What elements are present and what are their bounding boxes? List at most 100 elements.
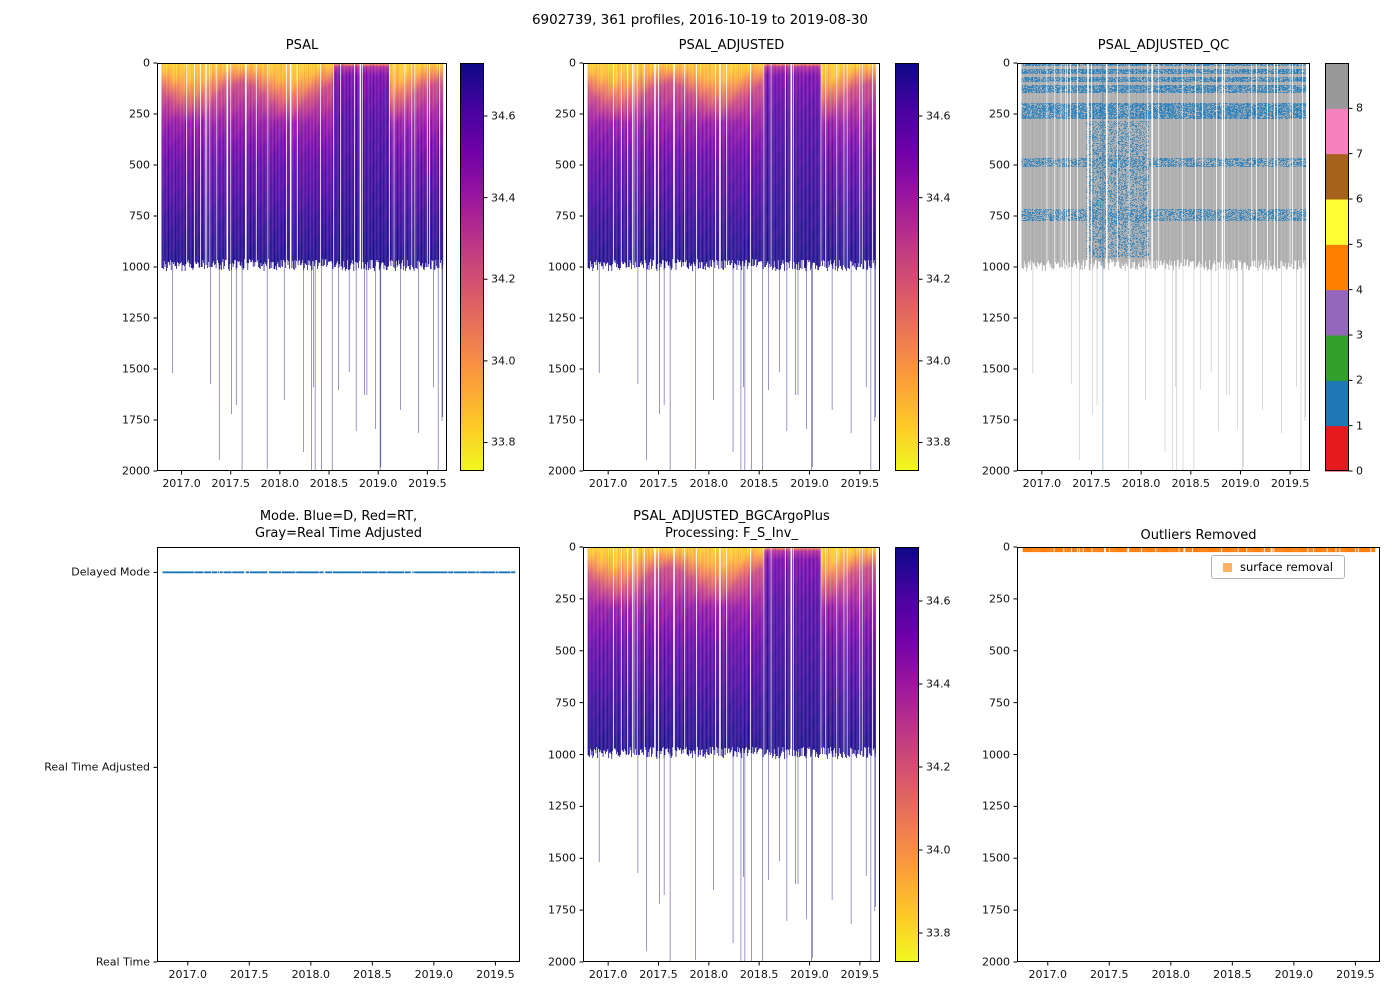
y-tick-label: 0 [1003,56,1010,70]
y-tick-label: 2000 [982,955,1010,969]
y-tick-label: 1750 [548,903,576,917]
panel-psal-adjusted-qc [1017,63,1310,471]
y-tick-label: 1500 [548,851,576,865]
panel-mode [157,547,520,962]
y-tick-label: 1250 [548,799,576,813]
y-tick-label: 1000 [982,260,1010,274]
x-tick-label: 2019.5 [1270,477,1310,490]
y-tick-label: 500 [989,158,1010,172]
colorbar-tick-label: 33.8 [926,435,951,449]
mode-category-label: Delayed Mode [71,565,150,579]
y-tick-label: 1250 [982,311,1010,325]
x-tick-label: 2017.5 [230,968,269,981]
panel-psal-adjusted-colorbar [895,63,919,471]
y-tick-label: 2000 [982,464,1010,478]
mode-category-label: Real Time [95,955,150,969]
x-tick-label: 2019.0 [1274,968,1314,981]
y-tick-label: 250 [989,592,1010,606]
x-tick-label: 2019.0 [790,477,829,490]
colorbar-tick-label: 33.8 [926,926,951,940]
x-tick-label: 2018.5 [353,968,392,981]
colorbar-tick-label: 7 [1356,147,1363,161]
y-tick-label: 1250 [122,311,150,325]
y-tick-label: 1500 [548,362,576,376]
y-tick-label: 1500 [122,362,150,376]
x-tick-label: 2019.5 [408,477,447,490]
colorbar-tick-label: 34.2 [491,272,516,286]
colorbar-tick-label: 6 [1356,192,1363,206]
x-tick-label: 2017.0 [162,477,201,490]
x-tick-label: 2018.0 [1121,477,1161,490]
panel-psal-adjusted-qc-colorbar [1325,63,1349,471]
y-tick-label: 1500 [982,851,1010,865]
panel-title-bgcargoplus: PSAL_ADJUSTED_BGCArgoPlus Processing: F_… [633,509,830,541]
x-tick-label: 2017.5 [1072,477,1111,490]
colorbar-tick-label: 34.6 [491,109,516,123]
legend-marker-square-icon [1223,562,1232,572]
legend-surface-removal: surface removal [1211,555,1345,579]
y-tick-label: 250 [555,107,576,121]
y-tick-label: 0 [569,540,576,554]
y-tick-label: 1750 [122,413,150,427]
x-tick-label: 2018.5 [1213,968,1252,981]
y-tick-label: 750 [989,209,1010,223]
y-tick-label: 250 [129,107,150,121]
x-tick-label: 2018.0 [291,968,331,981]
y-tick-label: 0 [1003,540,1010,554]
x-tick-label: 2017.5 [639,477,678,490]
x-tick-label: 2018.5 [739,477,779,490]
x-tick-label: 2017.5 [211,477,250,490]
colorbar-tick-label: 34.4 [491,191,516,205]
x-tick-label: 2017.0 [1022,477,1062,490]
x-tick-label: 2019.5 [1336,968,1375,981]
y-tick-label: 750 [129,209,150,223]
x-tick-label: 2017.5 [639,968,678,981]
colorbar-tick-label: 34.2 [926,760,951,774]
x-tick-label: 2019.5 [840,968,880,981]
x-tick-label: 2019.0 [790,968,829,981]
colorbar-tick-label: 2 [1356,373,1363,387]
x-tick-label: 2018.0 [260,477,300,490]
colorbar-tick-label: 1 [1356,419,1363,433]
x-tick-label: 2017.0 [168,968,208,981]
colorbar-tick-label: 34.4 [926,191,951,205]
colorbar-tick-label: 34.6 [926,109,951,123]
y-tick-label: 1000 [548,260,576,274]
x-tick-label: 2017.0 [588,968,628,981]
x-tick-label: 2019.0 [414,968,454,981]
mode-category-label: Real Time Adjusted [44,760,150,774]
y-tick-label: 2000 [122,464,150,478]
y-tick-label: 2000 [548,464,576,478]
colorbar-tick-label: 0 [1356,464,1363,478]
y-tick-label: 1500 [982,362,1010,376]
y-tick-label: 750 [989,696,1010,710]
y-tick-label: 250 [989,107,1010,121]
y-tick-label: 2000 [548,955,576,969]
panel-title-outliers-removed: Outliers Removed [1140,528,1257,543]
x-tick-label: 2017.0 [1028,968,1068,981]
colorbar-tick-label: 34.0 [926,354,951,368]
colorbar-tick-label: 5 [1356,237,1363,251]
colorbar-tick-label: 34.6 [926,594,951,608]
colorbar-tick-label: 33.8 [491,435,516,449]
legend-label: surface removal [1240,560,1333,574]
panel-outliers-removed [1017,547,1380,962]
x-tick-label: 2018.0 [689,968,729,981]
y-tick-label: 1000 [982,748,1010,761]
x-tick-label: 2018.5 [739,968,779,981]
y-tick-label: 1750 [548,413,576,427]
panel-psal [157,63,447,471]
y-tick-label: 0 [569,56,576,70]
x-tick-label: 2018.0 [1151,968,1191,981]
x-tick-label: 2019.0 [1221,477,1260,490]
y-tick-label: 0 [143,56,150,70]
colorbar-tick-label: 8 [1356,101,1363,115]
y-tick-label: 1000 [548,748,576,761]
y-tick-label: 500 [989,644,1010,658]
y-tick-label: 750 [555,696,576,710]
panel-title-psal: PSAL [285,38,319,53]
colorbar-tick-label: 34.2 [926,272,951,286]
x-tick-label: 2019.5 [476,968,515,981]
colorbar-tick-label: 34.0 [491,354,516,368]
